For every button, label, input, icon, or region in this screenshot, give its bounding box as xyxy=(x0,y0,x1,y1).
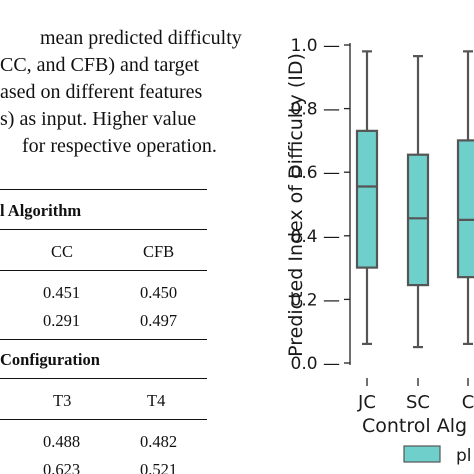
table-section-heading: Configuration xyxy=(0,350,100,369)
table-rule xyxy=(0,270,207,271)
table-cell: 0.521 xyxy=(140,460,178,474)
column-header: T3 xyxy=(53,391,72,410)
y-axis-label: Predicted Index of Difficulty (ID) xyxy=(285,53,307,357)
table-cell: 0.623 xyxy=(43,460,81,474)
table-cell: 0.482 xyxy=(140,432,178,451)
caption-line: mean predicted difficulty xyxy=(40,27,242,49)
table-cell: 0.488 xyxy=(43,432,81,451)
x-tick-label: SC xyxy=(406,392,430,413)
table-cell: 0.450 xyxy=(140,283,178,302)
y-tick-label: 0.2 — xyxy=(291,290,340,310)
table-section-heading: l Algorithm xyxy=(0,201,82,220)
legend-swatch xyxy=(403,445,441,463)
table-cell: 0.451 xyxy=(43,283,81,302)
table-top-rule xyxy=(0,189,207,190)
caption-line: for respective operation. xyxy=(22,135,217,157)
table-rule xyxy=(0,419,207,420)
caption-line: s) as input. Higher value xyxy=(0,108,197,130)
table-rule xyxy=(0,339,207,340)
column-header: CFB xyxy=(143,242,175,261)
iqr-box xyxy=(456,139,474,279)
column-header: CC xyxy=(51,242,74,261)
y-tick-label: 0.4 — xyxy=(291,227,340,247)
x-axis-label: Control Alg xyxy=(362,415,467,437)
y-tick-label: 1.0 — xyxy=(291,36,340,56)
table-rule xyxy=(0,229,207,230)
table-cell: 0.291 xyxy=(43,311,81,330)
x-tick-label: JC xyxy=(357,392,376,413)
y-tick-label: 0.6 — xyxy=(291,163,340,183)
table-cell: 0.497 xyxy=(140,311,178,330)
caption-line: CC, and CFB) and target xyxy=(0,54,200,76)
iqr-box xyxy=(406,153,430,287)
y-tick-label: 0.8 — xyxy=(291,100,340,120)
table-rule xyxy=(0,378,207,379)
legend-label: pl xyxy=(456,446,472,466)
column-header: T4 xyxy=(147,391,166,410)
y-tick-label: 0.0 — xyxy=(291,354,340,374)
iqr-box xyxy=(355,129,379,269)
caption-line: ased on different features xyxy=(0,81,203,103)
x-tick-label: C xyxy=(462,392,474,413)
